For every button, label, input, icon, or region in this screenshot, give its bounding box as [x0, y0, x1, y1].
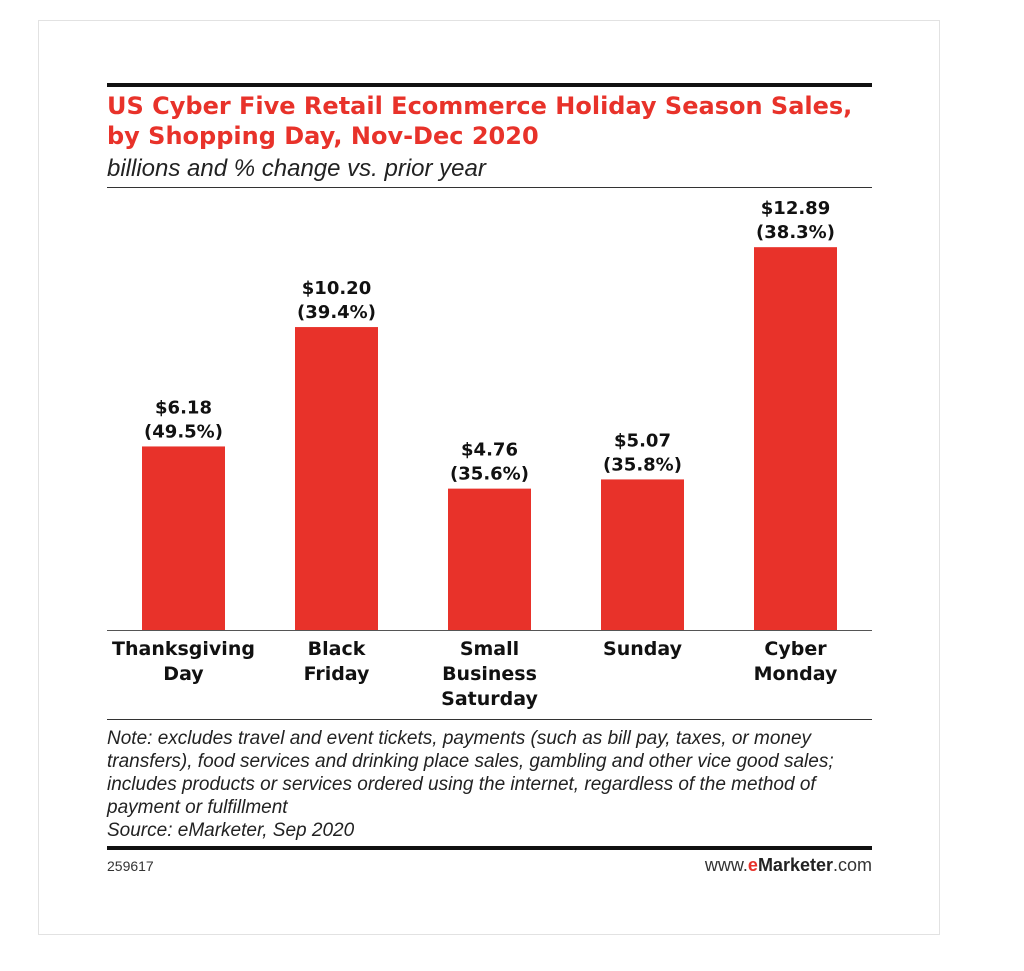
category-label-2-1: Business: [442, 663, 537, 685]
top-rule: [107, 83, 872, 87]
value-label-3: $5.07: [614, 430, 671, 451]
category-label-0-1: Day: [163, 663, 204, 685]
chart-subtitle: billions and % change vs. prior year: [107, 155, 486, 182]
category-label-3-0: Sunday: [603, 638, 683, 660]
chart-title: US Cyber Five Retail Ecommerce Holiday S…: [107, 92, 853, 150]
change-label-3: (35.8%): [603, 454, 682, 475]
category-label-4-0: Cyber: [764, 638, 827, 660]
category-label-4-1: Monday: [754, 663, 838, 685]
category-label-1-0: Black: [308, 638, 366, 660]
value-label-4: $12.89: [761, 198, 830, 219]
chart-note: Note: excludes travel and event tickets,…: [107, 728, 834, 818]
bottom-rule: [107, 846, 872, 850]
subtitle-rule: [107, 187, 872, 188]
bar-4: [754, 247, 837, 631]
change-label-4: (38.3%): [756, 222, 835, 243]
value-label-2: $4.76: [461, 440, 518, 461]
bar-0: [142, 446, 225, 630]
brand-link[interactable]: www.eMarketer.com: [705, 855, 872, 876]
chart-id: 259617: [107, 858, 154, 874]
note-rule: [107, 719, 872, 720]
bar-1: [295, 327, 378, 630]
chart-source: Source: eMarketer, Sep 2020: [107, 820, 355, 841]
category-label-0-0: Thanksgiving: [112, 638, 255, 660]
category-label-2-2: Saturday: [441, 688, 538, 710]
value-label-1: $10.20: [302, 278, 371, 299]
change-label-0: (49.5%): [144, 421, 223, 442]
brand-name: Marketer: [757, 855, 833, 875]
brand-prefix: www.: [704, 855, 748, 875]
change-label-2: (35.6%): [450, 464, 529, 485]
category-label-2-0: Small: [460, 638, 519, 660]
value-label-0: $6.18: [155, 397, 212, 418]
brand-e-letter: e: [747, 855, 758, 875]
bar-3: [601, 479, 684, 630]
bar-2: [448, 488, 531, 630]
brand-suffix: .com: [832, 855, 872, 875]
category-label-1-1: Friday: [304, 663, 370, 685]
change-label-1: (39.4%): [297, 302, 376, 323]
